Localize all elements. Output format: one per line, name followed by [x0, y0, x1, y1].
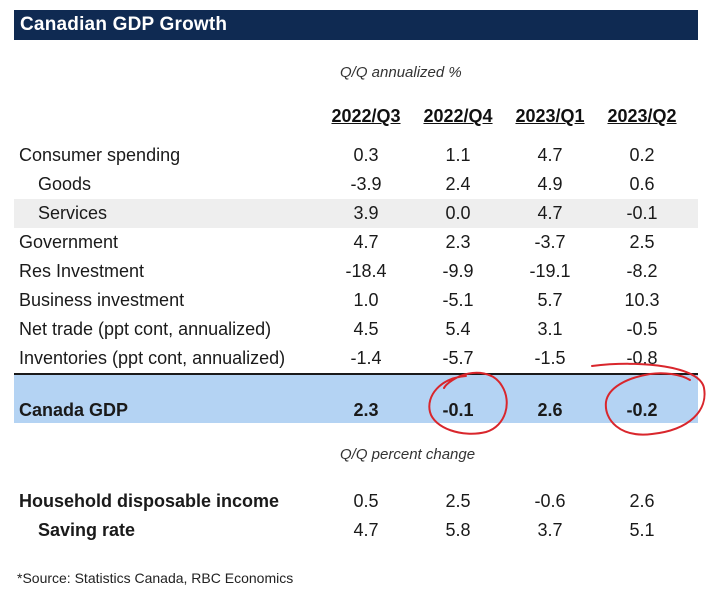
table-row-services: Services 3.9 0.0 4.7 -0.1 [14, 199, 698, 228]
cell-2022q4: 2.3 [445, 232, 471, 252]
subhead-percent-change: Q/Q percent change [340, 446, 476, 463]
table-row-household-disposable-income: Household disposable income 0.5 2.5 -0.6… [14, 487, 698, 516]
table-row-goods: Goods -3.9 2.4 4.9 0.6 [14, 170, 698, 199]
cell-2022q3: 4.7 [353, 232, 379, 252]
cell-2022q3: -1.4 [350, 348, 382, 368]
cell-2022q3: 1.0 [353, 290, 379, 310]
row-label: Saving rate [38, 520, 136, 540]
cell-2023q2: -0.8 [626, 348, 658, 368]
cell-2023q2: 5.1 [629, 520, 655, 540]
cell-2022q3: 2.3 [353, 400, 379, 420]
table-row-business-investment: Business investment 1.0 -5.1 5.7 10.3 [14, 286, 698, 315]
cell-2022q4: 2.4 [445, 174, 471, 194]
cell-2022q3: 0.5 [353, 491, 379, 511]
cell-2022q4: -5.1 [442, 290, 474, 310]
table-title: Canadian GDP Growth [14, 10, 698, 40]
cell-2023q2: 0.2 [629, 145, 655, 165]
cell-2023q2: -8.2 [626, 261, 658, 281]
cell-2023q1: -0.6 [534, 491, 566, 511]
cell-2023q2: -0.1 [626, 203, 658, 223]
column-header-2022q3: 2022/Q3 [331, 106, 401, 126]
cell-2023q1: 3.1 [537, 319, 563, 339]
row-label: Consumer spending [19, 145, 181, 165]
cell-2022q4: 5.8 [445, 520, 471, 540]
table-row-canada-gdp: Canada GDP 2.3 -0.1 2.6 -0.2 [14, 373, 698, 423]
cell-2022q4: -0.1 [442, 400, 474, 420]
cell-2022q4: 2.5 [445, 491, 471, 511]
row-label: Res Investment [19, 261, 145, 281]
source-note: *Source: Statistics Canada, RBC Economic… [17, 570, 294, 586]
row-label: Household disposable income [19, 491, 280, 511]
cell-2023q1: 3.7 [537, 520, 563, 540]
cell-2023q2: 2.6 [629, 491, 655, 511]
cell-2023q1: -19.1 [529, 261, 571, 281]
subhead-annualized: Q/Q annualized % [340, 64, 462, 81]
table-row-consumer-spending: Consumer spending 0.3 1.1 4.7 0.2 [14, 141, 698, 170]
cell-2023q2: 0.6 [629, 174, 655, 194]
cell-2022q4: 5.4 [445, 319, 471, 339]
cell-2022q3: 4.5 [353, 319, 379, 339]
cell-2022q3: 0.3 [353, 145, 379, 165]
column-header-2023q2: 2023/Q2 [607, 106, 677, 126]
cell-2023q1: 4.7 [537, 203, 563, 223]
table-row-government: Government 4.7 2.3 -3.7 2.5 [14, 228, 698, 257]
cell-2022q3: -3.9 [350, 174, 382, 194]
table-row-inventories: Inventories (ppt cont, annualized) -1.4 … [14, 344, 698, 373]
column-header-2023q1: 2023/Q1 [515, 106, 585, 126]
cell-2023q1: 4.7 [537, 145, 563, 165]
cell-2023q1: 5.7 [537, 290, 563, 310]
row-label: Canada GDP [19, 400, 129, 420]
cell-2023q2: 2.5 [629, 232, 655, 252]
cell-2023q2: 10.3 [624, 290, 660, 310]
table-row-saving-rate: Saving rate 4.7 5.8 3.7 5.1 [14, 516, 698, 545]
column-header-2022q4: 2022/Q4 [423, 106, 493, 126]
cell-2023q1: 2.6 [537, 400, 563, 420]
cell-2022q4: -5.7 [442, 348, 474, 368]
table-row-net-trade: Net trade (ppt cont, annualized) 4.5 5.4… [14, 315, 698, 344]
cell-2022q3: -18.4 [345, 261, 387, 281]
cell-2023q2: -0.2 [626, 400, 658, 420]
table-row-res-investment: Res Investment -18.4 -9.9 -19.1 -8.2 [14, 257, 698, 286]
cell-2022q4: 0.0 [445, 203, 471, 223]
row-label: Business investment [19, 290, 185, 310]
cell-2023q1: 4.9 [537, 174, 563, 194]
cell-2022q4: -9.9 [442, 261, 474, 281]
cell-2022q3: 3.9 [353, 203, 379, 223]
cell-2023q1: -1.5 [534, 348, 566, 368]
cell-2023q2: -0.5 [626, 319, 658, 339]
cell-2022q4: 1.1 [445, 145, 471, 165]
row-label: Services [38, 203, 108, 223]
cell-2023q1: -3.7 [534, 232, 566, 252]
row-label: Inventories (ppt cont, annualized) [19, 348, 286, 368]
row-label: Government [19, 232, 119, 252]
row-label: Net trade (ppt cont, annualized) [19, 319, 272, 339]
cell-2022q3: 4.7 [353, 520, 379, 540]
row-label: Goods [38, 174, 92, 194]
